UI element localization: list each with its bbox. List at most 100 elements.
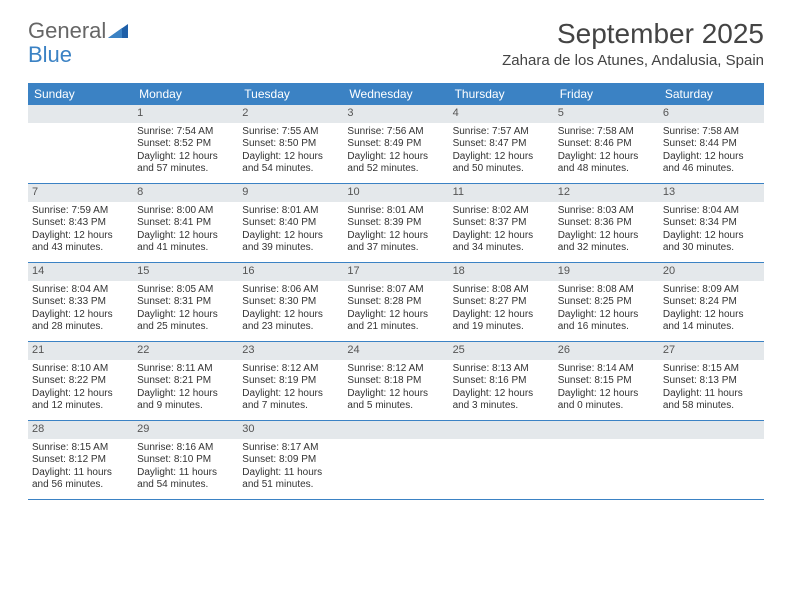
daylight-text: Daylight: 12 hours and 48 minutes. — [558, 151, 655, 176]
daylight-text: Daylight: 11 hours and 56 minutes. — [32, 467, 129, 492]
week-row: 1 Sunrise: 7:54 AMSunset: 8:52 PM Daylight… — [28, 105, 764, 184]
day-header: Sunday — [28, 83, 133, 105]
sunset-text: Sunset: 8:19 PM — [242, 375, 339, 388]
sunrise-text: Sunrise: 7:56 AM — [347, 126, 444, 139]
day-cell: 5Sunrise: 7:58 AMSunset: 8:46 PMDaylight… — [554, 105, 659, 183]
day-cell: 20Sunrise: 8:09 AMSunset: 8:24 PMDayligh… — [659, 263, 764, 341]
title-block: September 2025 Zahara de los Atunes, And… — [502, 18, 764, 69]
sunrise-text: Sunrise: 8:10 AM — [32, 363, 129, 376]
sunrise-text: Sunrise: 8:12 AM — [347, 363, 444, 376]
day-cell: 3Sunrise: 7:56 AMSunset: 8:49 PMDaylight… — [343, 105, 448, 183]
day-number — [343, 421, 448, 439]
day-number: 22 — [133, 342, 238, 360]
day-header: Saturday — [659, 83, 764, 105]
week-row: 14Sunrise: 8:04 AMSunset: 8:33 PMDayligh… — [28, 263, 764, 342]
sunset-text: Sunset: 8:52 PM — [137, 138, 234, 151]
day-cell: 29Sunrise: 8:16 AMSunset: 8:10 PMDayligh… — [133, 421, 238, 499]
day-cell: 23Sunrise: 8:12 AMSunset: 8:19 PMDayligh… — [238, 342, 343, 420]
day-number: 28 — [28, 421, 133, 439]
logo-text-1: General — [28, 18, 106, 44]
logo-text-2: Blue — [28, 42, 72, 68]
day-number — [28, 105, 133, 123]
sunset-text: Sunset: 8:40 PM — [242, 217, 339, 230]
sunset-text: Sunset: 8:30 PM — [242, 296, 339, 309]
sunset-text: Sunset: 8:09 PM — [242, 454, 339, 467]
day-header: Monday — [133, 83, 238, 105]
day-cell: 4Sunrise: 7:57 AMSunset: 8:47 PMDaylight… — [449, 105, 554, 183]
day-number: 11 — [449, 184, 554, 202]
weeks-container: 1 Sunrise: 7:54 AMSunset: 8:52 PM Daylight… — [28, 105, 764, 500]
sunset-text: Sunset: 8:33 PM — [32, 296, 129, 309]
sunrise-text: Sunrise: 8:16 AM — [137, 442, 234, 455]
daylight-text: Daylight: 12 hours and 25 minutes. — [137, 309, 234, 334]
day-number: 30 — [238, 421, 343, 439]
sunset-text: Sunset: 8:31 PM — [137, 296, 234, 309]
day-cell: 8Sunrise: 8:00 AMSunset: 8:41 PMDaylight… — [133, 184, 238, 262]
sunrise-text: Sunrise: 7:57 AM — [453, 126, 550, 139]
daylight-text: Daylight: 12 hours and 16 minutes. — [558, 309, 655, 334]
day-cell: 21Sunrise: 8:10 AMSunset: 8:22 PMDayligh… — [28, 342, 133, 420]
sunset-text: Sunset: 8:44 PM — [663, 138, 760, 151]
day-number — [659, 421, 764, 439]
sunrise-text: Sunrise: 8:05 AM — [137, 284, 234, 297]
sunrise-text: Sunrise: 7:54 AM — [137, 126, 234, 139]
day-header: Thursday — [449, 83, 554, 105]
sunset-text: Sunset: 8:13 PM — [663, 375, 760, 388]
logo: General — [28, 18, 128, 44]
sunrise-text: Sunrise: 8:12 AM — [242, 363, 339, 376]
day-number: 12 — [554, 184, 659, 202]
day-number: 17 — [343, 263, 448, 281]
week-row: 28Sunrise: 8:15 AMSunset: 8:12 PMDayligh… — [28, 421, 764, 500]
sunrise-text: Sunrise: 7:58 AM — [558, 126, 655, 139]
day-number: 18 — [449, 263, 554, 281]
day-cell: 24Sunrise: 8:12 AMSunset: 8:18 PMDayligh… — [343, 342, 448, 420]
sunset-text: Sunset: 8:21 PM — [137, 375, 234, 388]
day-number: 6 — [659, 105, 764, 123]
sunset-text: Sunset: 8:16 PM — [453, 375, 550, 388]
sunset-text: Sunset: 8:24 PM — [663, 296, 760, 309]
sunrise-text: Sunrise: 8:15 AM — [663, 363, 760, 376]
day-number: 7 — [28, 184, 133, 202]
day-cell: 2Sunrise: 7:55 AMSunset: 8:50 PMDaylight… — [238, 105, 343, 183]
sunrise-text: Sunrise: 8:09 AM — [663, 284, 760, 297]
sunrise-text: Sunrise: 8:03 AM — [558, 205, 655, 218]
daylight-text: Daylight: 11 hours and 51 minutes. — [242, 467, 339, 492]
sunrise-text: Sunrise: 8:02 AM — [453, 205, 550, 218]
day-number: 21 — [28, 342, 133, 360]
day-number: 25 — [449, 342, 554, 360]
day-cell — [659, 421, 764, 499]
daylight-text: Daylight: 12 hours and 30 minutes. — [663, 230, 760, 255]
sunrise-text: Sunrise: 8:14 AM — [558, 363, 655, 376]
daylight-text: Daylight: 12 hours and 28 minutes. — [32, 309, 129, 334]
day-number: 27 — [659, 342, 764, 360]
daylight-text: Daylight: 11 hours and 54 minutes. — [137, 467, 234, 492]
sunset-text: Sunset: 8:36 PM — [558, 217, 655, 230]
daylight-text: Daylight: 12 hours and 19 minutes. — [453, 309, 550, 334]
day-cell — [343, 421, 448, 499]
day-cell: 11Sunrise: 8:02 AMSunset: 8:37 PMDayligh… — [449, 184, 554, 262]
daylight-text: Daylight: 12 hours and 3 minutes. — [453, 388, 550, 413]
day-number: 26 — [554, 342, 659, 360]
daylight-text: Daylight: 12 hours and 37 minutes. — [347, 230, 444, 255]
daylight-text: Daylight: 12 hours and 34 minutes. — [453, 230, 550, 255]
sunrise-text: Sunrise: 7:59 AM — [32, 205, 129, 218]
logo-triangle-icon — [108, 22, 128, 40]
day-number: 9 — [238, 184, 343, 202]
sunset-text: Sunset: 8:49 PM — [347, 138, 444, 151]
week-row: 7 Sunrise: 7:59 AMSunset: 8:43 PM Daylight… — [28, 184, 764, 263]
day-header: Friday — [554, 83, 659, 105]
sunrise-text: Sunrise: 8:01 AM — [242, 205, 339, 218]
day-cell: 27Sunrise: 8:15 AMSunset: 8:13 PMDayligh… — [659, 342, 764, 420]
sunset-text: Sunset: 8:43 PM — [32, 217, 129, 230]
sunrise-text: Sunrise: 8:04 AM — [663, 205, 760, 218]
sunrise-text: Sunrise: 8:07 AM — [347, 284, 444, 297]
day-cell: 19Sunrise: 8:08 AMSunset: 8:25 PMDayligh… — [554, 263, 659, 341]
day-cell: 22Sunrise: 8:11 AMSunset: 8:21 PMDayligh… — [133, 342, 238, 420]
sunrise-text: Sunrise: 8:00 AM — [137, 205, 234, 218]
day-header-row: Sunday Monday Tuesday Wednesday Thursday… — [28, 83, 764, 105]
calendar: Sunday Monday Tuesday Wednesday Thursday… — [28, 83, 764, 500]
day-cell — [449, 421, 554, 499]
sunset-text: Sunset: 8:47 PM — [453, 138, 550, 151]
day-cell — [28, 105, 133, 183]
day-number: 1 — [133, 105, 238, 123]
